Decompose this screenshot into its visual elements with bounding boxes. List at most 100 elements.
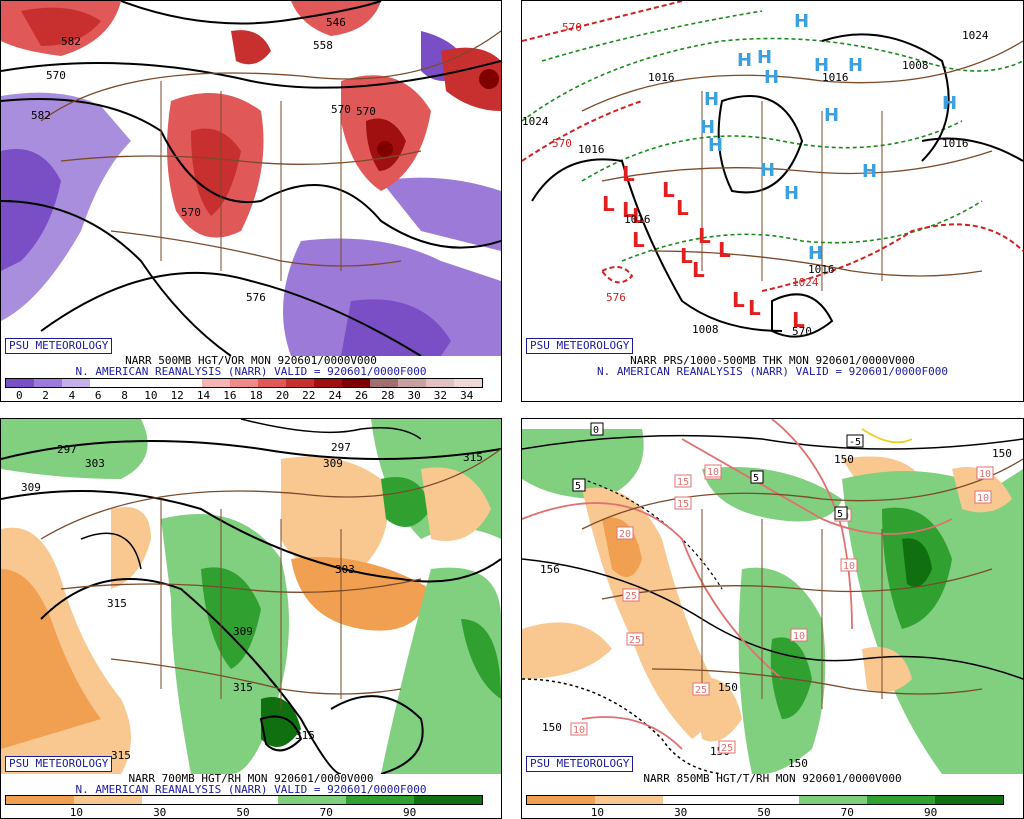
colorbar <box>5 378 483 388</box>
colorbar-segment <box>62 379 90 387</box>
svg-text:5: 5 <box>837 509 843 520</box>
contour-label: 309 <box>21 481 41 494</box>
colorbar-tick-label: 10 <box>590 806 605 819</box>
contour-label: 297 <box>331 441 351 454</box>
svg-text:H: H <box>862 161 877 182</box>
temperature-label: 25 <box>622 588 640 602</box>
contour-label: 582 <box>31 109 51 122</box>
svg-text:10: 10 <box>843 561 855 572</box>
colorbar-segment <box>398 379 426 387</box>
svg-text:25: 25 <box>695 685 707 696</box>
colorbar-segment <box>6 796 74 804</box>
svg-text:H: H <box>737 50 752 71</box>
contour-label: 570 <box>356 105 376 118</box>
colorbar-tick-label: 14 <box>196 389 211 402</box>
temperature-label: 5 <box>572 478 586 492</box>
contour-label: 150 <box>788 757 808 770</box>
source-badge: PSU METEOROLOGY <box>5 338 113 354</box>
svg-text:H: H <box>794 11 809 32</box>
temperature-label: 10 <box>570 722 588 736</box>
contour-label: 303 <box>85 457 105 470</box>
svg-text:H: H <box>760 160 775 181</box>
svg-text:0: 0 <box>593 425 599 436</box>
colorbar-segment <box>6 379 34 387</box>
svg-text:5: 5 <box>575 481 581 492</box>
colorbar <box>526 795 1004 805</box>
map-500mb-vorticity: 570 570 582 576 546 558 570 582 570 <box>1 1 501 356</box>
contour-label: 570 <box>562 21 582 34</box>
temperature-label: 25 <box>626 632 644 646</box>
contour-label: 1024 <box>522 115 549 128</box>
svg-text:H: H <box>704 89 719 110</box>
colorbar-tick-label: 50 <box>757 806 771 819</box>
svg-text:10: 10 <box>573 725 585 736</box>
colorbar-tick-label: 30 <box>407 389 421 402</box>
contour-label: 315 <box>463 451 483 464</box>
colorbar-tick-label: 4 <box>68 389 76 402</box>
svg-text:25: 25 <box>721 743 733 754</box>
temperature-label: 10 <box>704 464 722 478</box>
svg-text:L: L <box>718 238 731 262</box>
contour-label: 582 <box>61 35 81 48</box>
colorbar-segment <box>414 796 482 804</box>
colorbar-segment <box>142 796 210 804</box>
map-850mb-temp-rh: 150 150 150 150 150 150 156 <box>522 419 1023 774</box>
svg-text:20: 20 <box>619 529 631 540</box>
colorbar-segment <box>202 379 230 387</box>
contour-label: 570 <box>46 69 66 82</box>
source-badge: PSU METEOROLOGY <box>5 756 113 772</box>
colorbar-tick-label: 30 <box>674 806 688 819</box>
colorbar-tick-label: 10 <box>69 806 84 819</box>
svg-text:L: L <box>632 228 645 252</box>
source-badge: PSU METEOROLOGY <box>526 338 634 354</box>
contour-label: 309 <box>323 457 343 470</box>
colorbar-segment <box>286 379 314 387</box>
colorbar-tick-label: 22 <box>302 389 316 402</box>
svg-text:L: L <box>622 198 635 222</box>
colorbar-segment <box>346 796 414 804</box>
panel-title: NARR 700MB HGT/RH MON 920601/0000V000 <box>128 772 374 785</box>
colorbar-segment <box>210 796 278 804</box>
contour-label: 1008 <box>692 323 719 336</box>
temperature-label: 20 <box>616 526 634 540</box>
contour-label: 1024 <box>962 29 989 42</box>
svg-text:H: H <box>808 243 823 264</box>
panel-subtitle: N. AMERICAN REANALYSIS (NARR) VALID = 92… <box>75 783 427 796</box>
colorbar-segment <box>799 796 867 804</box>
colorbar-ticks: 10 30 50 70 90 <box>5 806 481 818</box>
contour-label: 1024 <box>792 276 819 289</box>
svg-text:H: H <box>757 47 772 68</box>
svg-text:H: H <box>824 105 839 126</box>
colorbar <box>5 795 483 805</box>
panel-title: NARR 500MB HGT/VOR MON 920601/0000V000 <box>125 354 377 367</box>
colorbar-segment <box>370 379 398 387</box>
svg-text:H: H <box>942 93 957 114</box>
contour-label: 303 <box>335 563 355 576</box>
colorbar-segment <box>146 379 174 387</box>
colorbar-segment <box>118 379 146 387</box>
contour-label: 1016 <box>942 137 969 150</box>
colorbar-segment <box>90 379 118 387</box>
colorbar-tick-label: 90 <box>402 806 417 819</box>
temperature-label: 10 <box>976 466 994 480</box>
source-badge: PSU METEOROLOGY <box>526 756 634 772</box>
colorbar-tick-label: 34 <box>460 389 474 402</box>
svg-text:L: L <box>622 162 635 186</box>
contour-label: 309 <box>233 625 253 638</box>
temperature-label: 5 <box>750 470 764 484</box>
colorbar-segment <box>278 796 346 804</box>
panel-title: NARR 850MB HGT/T/RH MON 920601/0000V000 <box>643 772 902 785</box>
temperature-label: 25 <box>692 682 710 696</box>
svg-text:10: 10 <box>979 469 991 480</box>
colorbar-segment <box>74 796 142 804</box>
colorbar-tick-label: 20 <box>275 389 290 402</box>
contour-label: 297 <box>57 443 77 456</box>
svg-text:10: 10 <box>977 493 989 504</box>
colorbar-tick-label: 12 <box>170 389 184 402</box>
svg-text:L: L <box>692 258 705 282</box>
svg-text:10: 10 <box>707 467 719 478</box>
temperature-label: -5 <box>846 434 864 448</box>
svg-text:L: L <box>676 196 689 220</box>
